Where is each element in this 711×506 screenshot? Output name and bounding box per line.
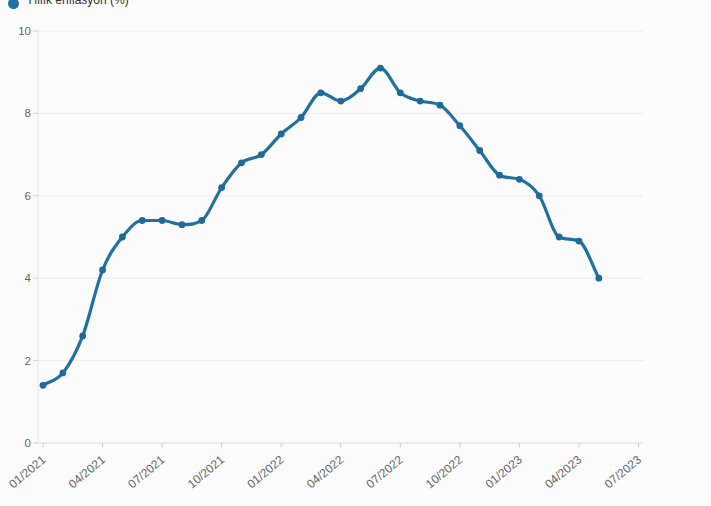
y-tick-label: 2: [25, 355, 31, 367]
data-point[interactable]: [516, 176, 523, 183]
data-point[interactable]: [496, 172, 503, 179]
y-tick-label: 6: [25, 190, 31, 202]
x-tick-label: 04/2022: [304, 452, 346, 491]
x-tick-label: 01/2022: [244, 452, 286, 491]
x-tick-label: 07/2022: [363, 452, 405, 491]
inflation-chart: 0 2 4 6 8 10 01/2021 04/2021 07/2021 10/2021 01/20…: [0, 0, 711, 506]
data-point[interactable]: [79, 332, 86, 339]
data-point[interactable]: [298, 114, 305, 121]
legend-item[interactable]: Yıllık enflasyon (%): [8, 0, 129, 9]
y-tick-label: 4: [25, 272, 32, 284]
data-point[interactable]: [536, 192, 543, 199]
line-plot: 0 2 4 6 8 10 01/2021 04/2021 07/2021 10/2021 01/20…: [0, 0, 711, 506]
x-tick-label: 10/2022: [423, 452, 465, 491]
x-tick-label: 04/2021: [66, 452, 108, 491]
x-tick-label: 01/2023: [483, 452, 525, 491]
data-point[interactable]: [595, 275, 602, 282]
data-point[interactable]: [40, 382, 47, 389]
data-point[interactable]: [238, 159, 245, 166]
y-tick-label: 10: [18, 25, 31, 37]
data-point[interactable]: [278, 131, 285, 138]
data-point[interactable]: [139, 217, 146, 224]
data-point[interactable]: [576, 238, 583, 245]
data-point[interactable]: [318, 89, 325, 96]
data-point[interactable]: [377, 65, 384, 72]
data-point[interactable]: [159, 217, 166, 224]
x-tick-label: 07/2023: [602, 452, 644, 491]
data-point[interactable]: [198, 217, 205, 224]
x-tick-label: 10/2021: [185, 452, 227, 491]
data-point[interactable]: [437, 102, 444, 109]
data-point[interactable]: [456, 122, 463, 129]
data-point[interactable]: [397, 89, 404, 96]
x-tick-label: 07/2021: [125, 452, 167, 491]
data-point[interactable]: [99, 267, 106, 274]
data-point[interactable]: [337, 98, 344, 105]
series-line: [43, 68, 599, 385]
data-point[interactable]: [476, 147, 483, 154]
data-point[interactable]: [258, 151, 265, 158]
y-tick-label: 8: [25, 107, 31, 119]
data-point[interactable]: [179, 221, 186, 228]
x-tick-label: 04/2023: [542, 452, 584, 491]
data-point[interactable]: [357, 85, 364, 92]
data-point[interactable]: [556, 234, 563, 241]
x-tick-label: 01/2021: [6, 452, 48, 491]
data-point[interactable]: [119, 234, 126, 241]
data-point[interactable]: [417, 98, 424, 105]
data-point[interactable]: [218, 184, 225, 191]
data-point[interactable]: [59, 370, 66, 377]
y-tick-label: 0: [25, 437, 31, 449]
legend-marker-icon: [8, 0, 19, 9]
legend-label: Yıllık enflasyon (%): [26, 0, 129, 7]
